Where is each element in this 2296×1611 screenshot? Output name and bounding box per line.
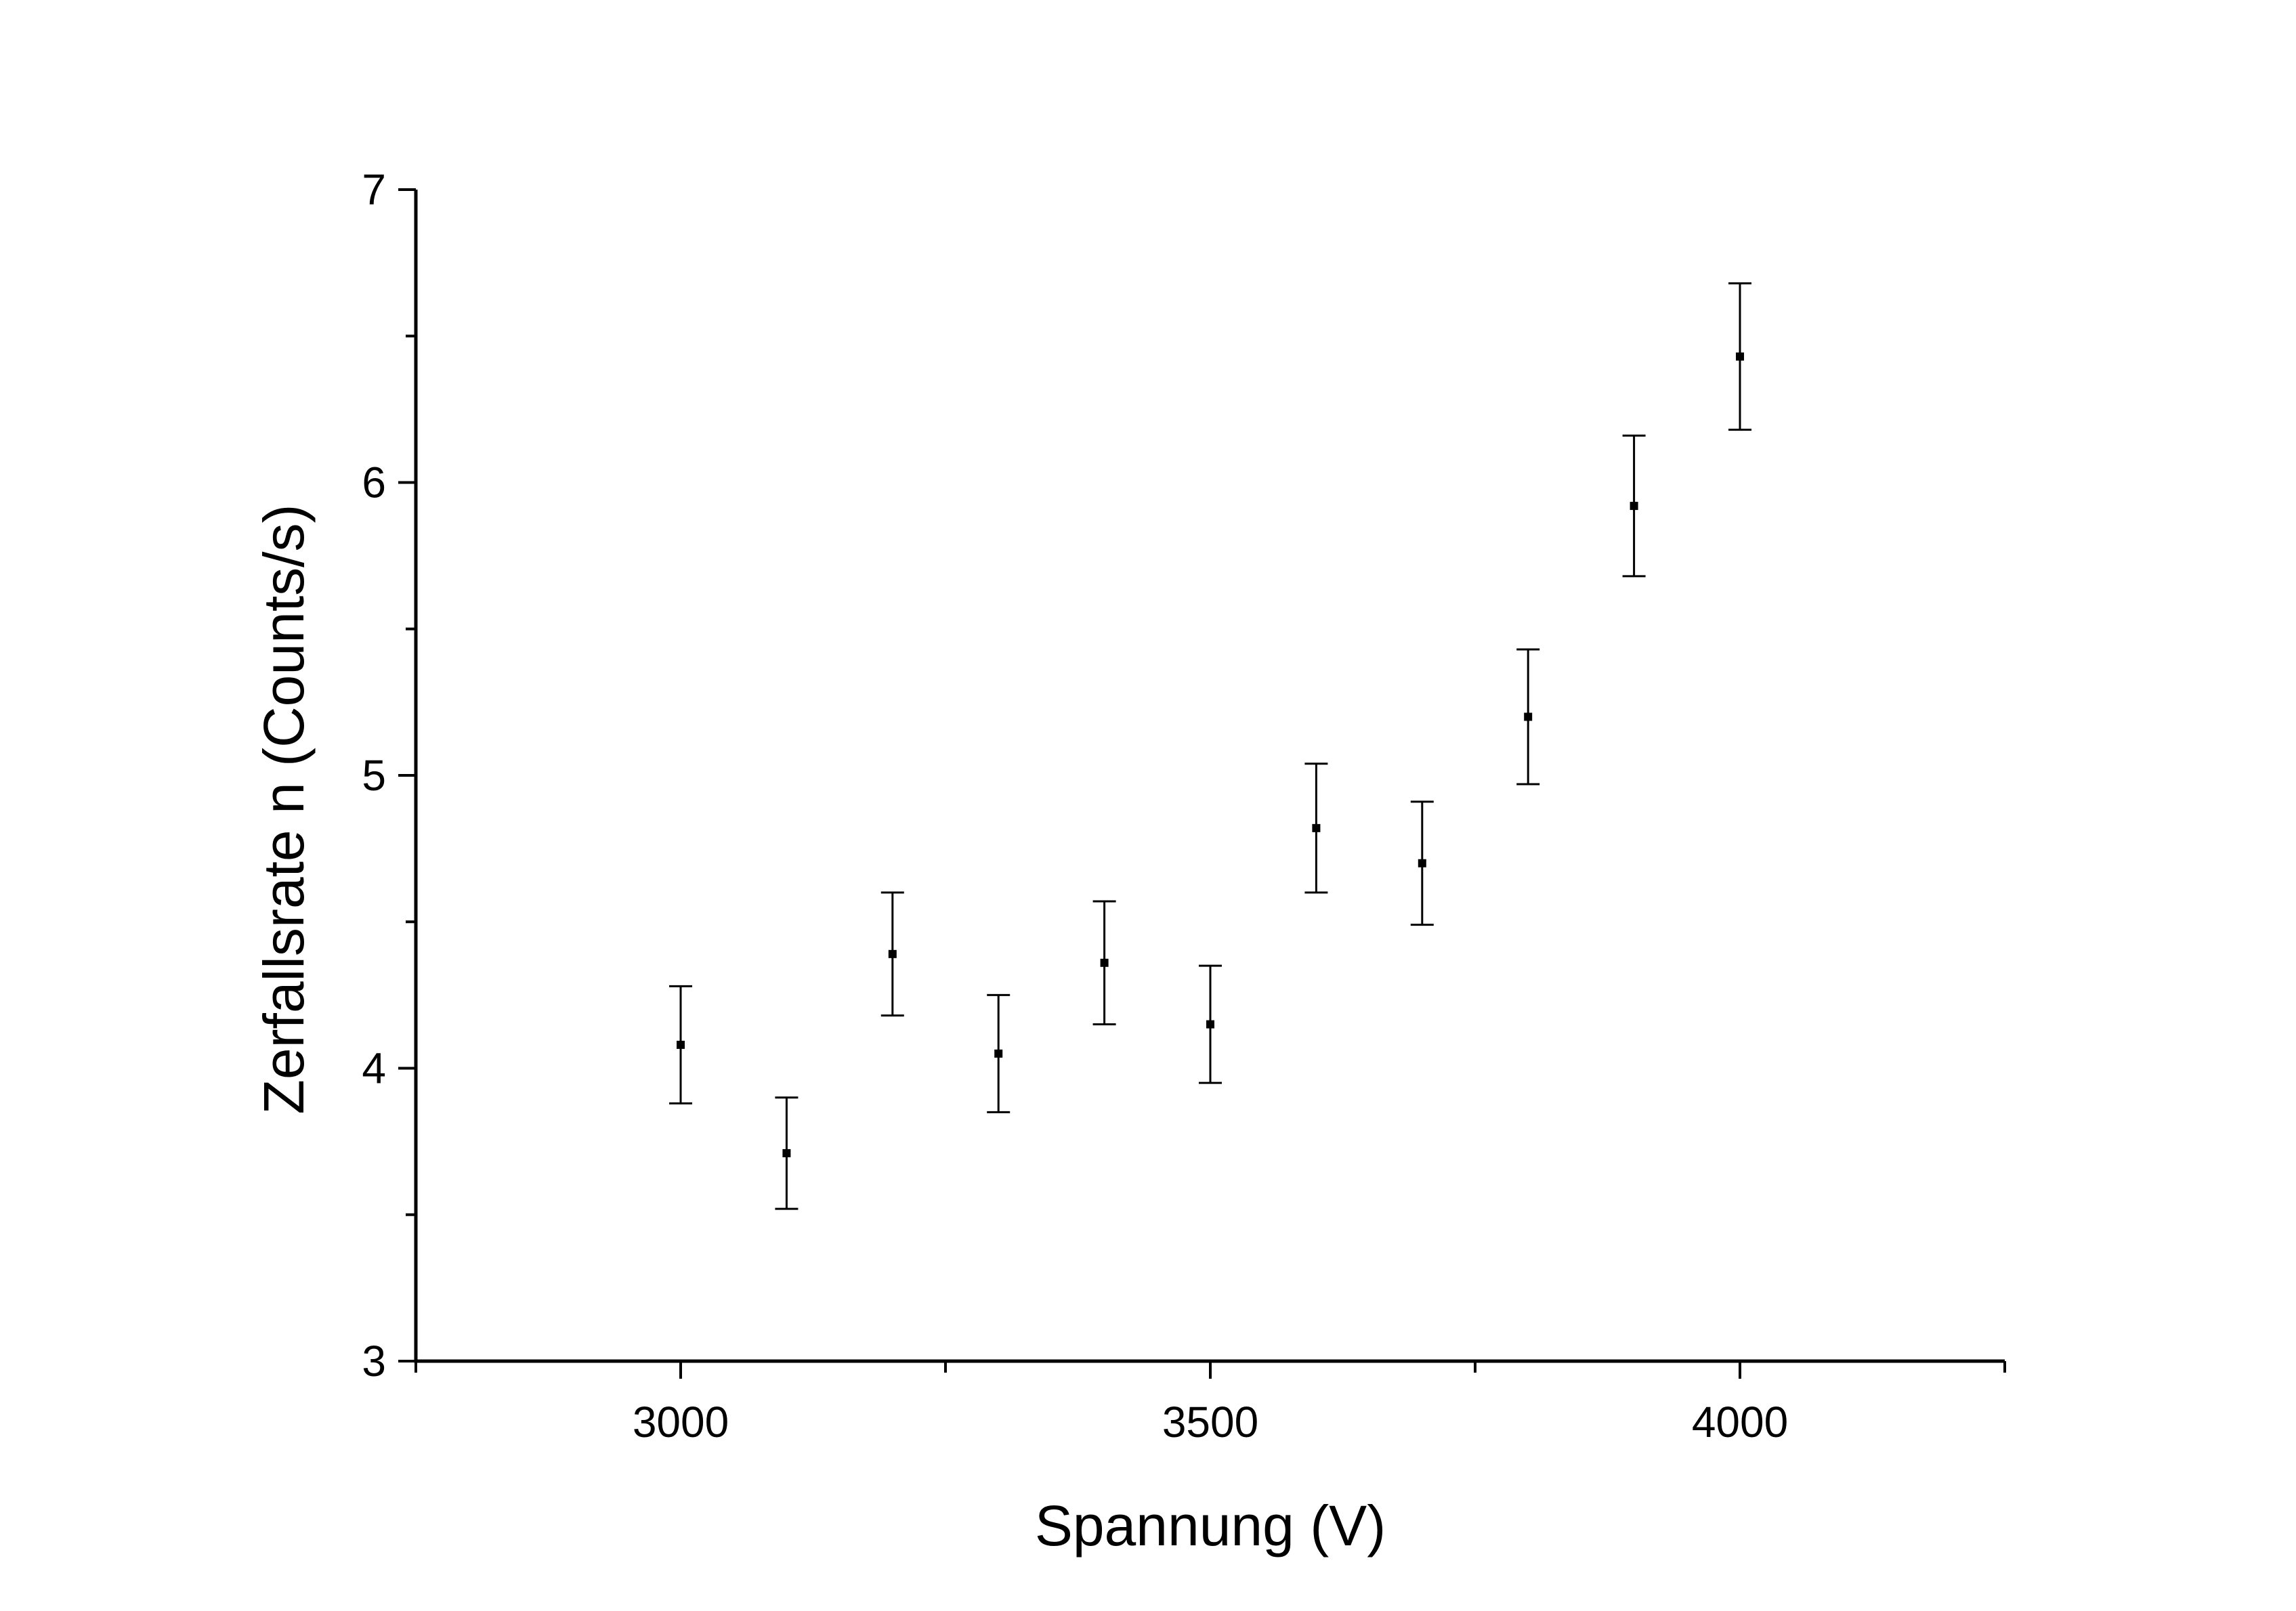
data-point-group [1622,434,1646,578]
y-tick-label: 6 [362,458,386,507]
data-points [669,282,1751,1210]
data-point [1524,712,1533,721]
data-point [888,949,897,958]
x-tick-label: 4000 [1692,1398,1788,1446]
x-tick-label: 3500 [1162,1398,1258,1446]
y-tick-label: 3 [362,1337,386,1386]
data-point-group [1304,762,1328,894]
x-axis-label: Spannung (V) [1035,1494,1386,1558]
data-point-group [987,993,1011,1113]
data-point [677,1040,685,1049]
data-point-group [880,891,904,1017]
data-point [782,1148,791,1157]
y-axis-label: Zerfallsrate n (Counts/s) [252,504,316,1115]
y-tick-label: 7 [362,165,386,214]
data-point-group [1092,900,1116,1026]
y-tick-label: 4 [362,1044,386,1093]
data-point [1418,859,1426,867]
data-point [1100,958,1109,967]
ticks: 3 4 5 6 7 3000 3500 4000 [362,165,2006,1446]
data-point [994,1049,1003,1058]
data-point [1630,502,1638,511]
data-point-group [1410,800,1434,926]
data-point-group [1516,648,1540,786]
data-point [1206,1020,1214,1029]
axes [414,190,2005,1363]
data-point-group [669,985,692,1104]
x-tick-label: 3000 [633,1398,729,1446]
data-point [1312,823,1321,832]
data-point [1736,352,1744,361]
data-point-group [1199,964,1222,1084]
y-tick-label: 5 [362,751,386,800]
data-point-group [775,1096,799,1210]
data-point-group [1728,282,1751,431]
